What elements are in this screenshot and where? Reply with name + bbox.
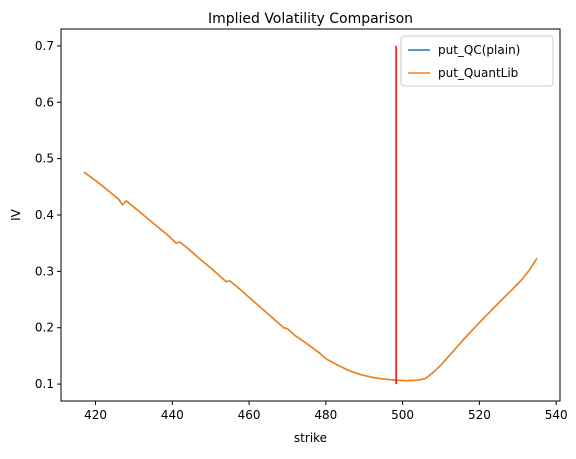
y-tick-label: 0.6	[35, 95, 54, 109]
legend-box	[400, 35, 554, 87]
series-line-1	[83, 171, 538, 382]
legend-label-series-2: put_QuantLib	[438, 66, 518, 80]
x-tick-label: 520	[468, 408, 491, 422]
x-tick-label: 480	[314, 408, 337, 422]
y-tick-label: 0.3	[35, 264, 54, 278]
x-tick-label: 440	[161, 408, 184, 422]
y-tick-label: 0.2	[35, 321, 54, 335]
y-axis-label: IV	[9, 208, 23, 221]
x-tick-label: 460	[238, 408, 261, 422]
x-tick-label: 420	[84, 408, 107, 422]
plot-area	[83, 45, 538, 385]
x-axis-label: strike	[294, 431, 327, 445]
y-tick-label: 0.5	[35, 152, 54, 166]
y-tick-label: 0.1	[35, 377, 54, 391]
legend: put_QC(plain) put_QuantLib	[400, 35, 554, 87]
x-tick-label: 540	[545, 408, 568, 422]
y-tick-label: 0.4	[35, 208, 54, 222]
legend-label-series-1: put_QC(plain)	[438, 43, 520, 57]
series-line-2	[83, 171, 538, 382]
y-tick-label: 0.7	[35, 39, 54, 53]
chart-title: Implied Volatility Comparison	[208, 11, 413, 27]
y-axis: 0.1 0.2 0.3 0.4 0.5 0.6 0.7	[35, 39, 61, 391]
x-tick-label: 500	[391, 408, 414, 422]
x-axis: 420 440 460 480 500 520 540	[84, 401, 568, 422]
